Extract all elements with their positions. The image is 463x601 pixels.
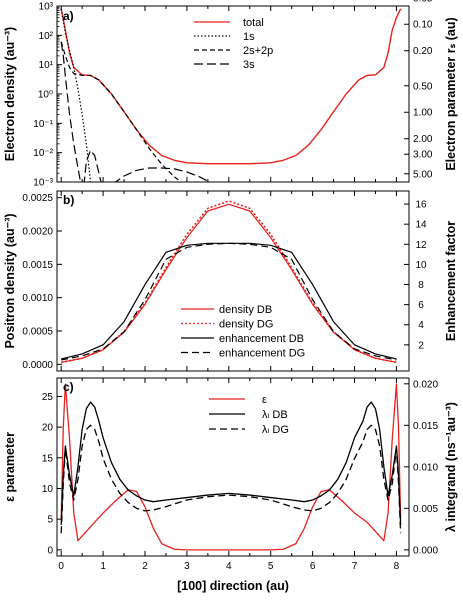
y-tick-label: 10 [42, 484, 54, 495]
y-right-tick-label: 0.015 [413, 421, 438, 432]
x-tick-label: 4 [226, 561, 232, 572]
y-right-tick-label: 8 [418, 280, 424, 291]
y-right-tick-label: 5.00 [413, 169, 433, 180]
x-tick-label: 0 [58, 561, 64, 572]
legend-label: enhancement DG [219, 348, 305, 360]
x-tick-label: 1 [100, 561, 106, 572]
y-tick-label: 0.0020 [22, 227, 53, 238]
y-tick-label: 10⁻² [33, 148, 53, 159]
y-tick-label: 10⁰ [38, 90, 53, 101]
y-tick-label: 0.0010 [22, 293, 53, 304]
y-tick-label: 0.0025 [22, 193, 53, 204]
series-line-2 [60, 424, 402, 534]
legend-label: enhancement DB [219, 333, 304, 345]
series-group [61, 200, 397, 364]
legend-label: ε [262, 394, 267, 406]
y-tick-label: 10⁻¹ [33, 119, 53, 130]
legend-label: λₗ DG [262, 424, 289, 436]
y-axis-label: Positron density (au⁻³) [3, 213, 17, 348]
y-tick-label: 10² [39, 31, 54, 42]
y-right-tick-label: 2.00 [413, 134, 433, 145]
y-tick-label: 5 [47, 515, 53, 526]
x-tick-label: 5 [268, 561, 274, 572]
legend-label: density DB [219, 304, 272, 316]
y-right-axis-label: Electron parameter rₛ (au) [444, 17, 458, 170]
y-right-tick-label: 0.005 [413, 504, 438, 515]
x-tick-label: 6 [310, 561, 316, 572]
y-right-tick-label: 0.05 [413, 0, 433, 4]
panel-label: a) [63, 9, 74, 23]
legend-label: 2s+2p [243, 45, 273, 57]
series-line-3 [61, 242, 397, 361]
y-tick-label: 10⁻³ [33, 178, 53, 189]
y-right-tick-label: 12 [415, 240, 427, 251]
y-tick-label: 25 [42, 392, 54, 403]
plot-frame [56, 377, 410, 557]
y-tick-label: 0.0000 [22, 360, 53, 371]
panel-a: 10⁻³ 10⁻² 10⁻¹ 10⁰ 10¹ 10² 10³ 0.05 0.10 0.20 0.50… [3, 0, 458, 189]
x-tick-label: 7 [352, 561, 358, 572]
y-right-axis-label: λ integrand (ns⁻¹au⁻³) [444, 402, 458, 532]
legend-label: λₗ DB [262, 409, 288, 421]
series-group [60, 8, 402, 182]
plot-frame [56, 190, 410, 372]
y-right-tick-label: 14 [415, 220, 427, 231]
y-axis-label: Electron density (au⁻³) [3, 27, 17, 161]
series-group [60, 383, 402, 551]
series-line-2 [60, 41, 183, 182]
x-tick-label: 3 [184, 561, 190, 572]
y-right-tick-label: 0.000 [413, 545, 438, 556]
y-tick-label: 10¹ [39, 60, 54, 71]
y-right-tick-label: 0.20 [413, 46, 433, 57]
y-tick-label: 10³ [39, 2, 54, 13]
legend-label: density DG [219, 319, 273, 331]
y-right-tick-label: 0.50 [413, 81, 433, 92]
panel-c: 0 1 2 3 4 5 6 7 8 0 5 10 15 20 25 0.000 0.005 0.010 0.015 0… [3, 377, 458, 593]
panel-b: 0.0000 0.0005 0.0010 0.0015 0.0020 0.0025 2 4 6 8… [3, 190, 458, 372]
y-right-tick-label: 4 [418, 320, 424, 331]
y-tick-label: 0.0015 [22, 260, 53, 271]
x-tick-label: 2 [142, 561, 148, 572]
panel-label: c) [63, 380, 74, 394]
series-line-1 [60, 401, 402, 525]
y-right-tick-label: 0.010 [413, 462, 438, 473]
panel-label: b) [63, 193, 74, 207]
y-right-tick-label: 10 [415, 260, 427, 271]
series-line-1 [60, 8, 92, 182]
y-right-tick-label: 1.00 [413, 108, 433, 119]
legend-label: 3s [243, 59, 255, 71]
legend-label: total [243, 17, 264, 29]
y-right-tick-label: 2 [418, 340, 424, 351]
x-axis-label: [100] direction (au) [177, 579, 289, 593]
y-right-tick-label: 6 [418, 300, 424, 311]
y-tick-label: 20 [42, 423, 54, 434]
series-line-3 [60, 41, 211, 182]
y-right-tick-label: 3.00 [413, 150, 433, 161]
y-right-axis-label: Enhancement factor [444, 221, 458, 341]
y-axis-label: ε parameter [3, 432, 17, 502]
y-right-tick-label: 0.10 [413, 20, 433, 31]
plot-frame [56, 5, 410, 183]
y-right-tick-label: 0.020 [413, 379, 438, 390]
y-right-tick-label: 16 [415, 200, 427, 211]
legend-label: 1s [243, 31, 255, 43]
series-line-0 [60, 383, 402, 551]
y-tick-label: 0 [47, 545, 53, 556]
series-line-0 [60, 8, 402, 165]
y-tick-label: 0.0005 [22, 327, 53, 338]
y-tick-label: 15 [42, 453, 54, 464]
x-tick-label: 8 [394, 561, 400, 572]
